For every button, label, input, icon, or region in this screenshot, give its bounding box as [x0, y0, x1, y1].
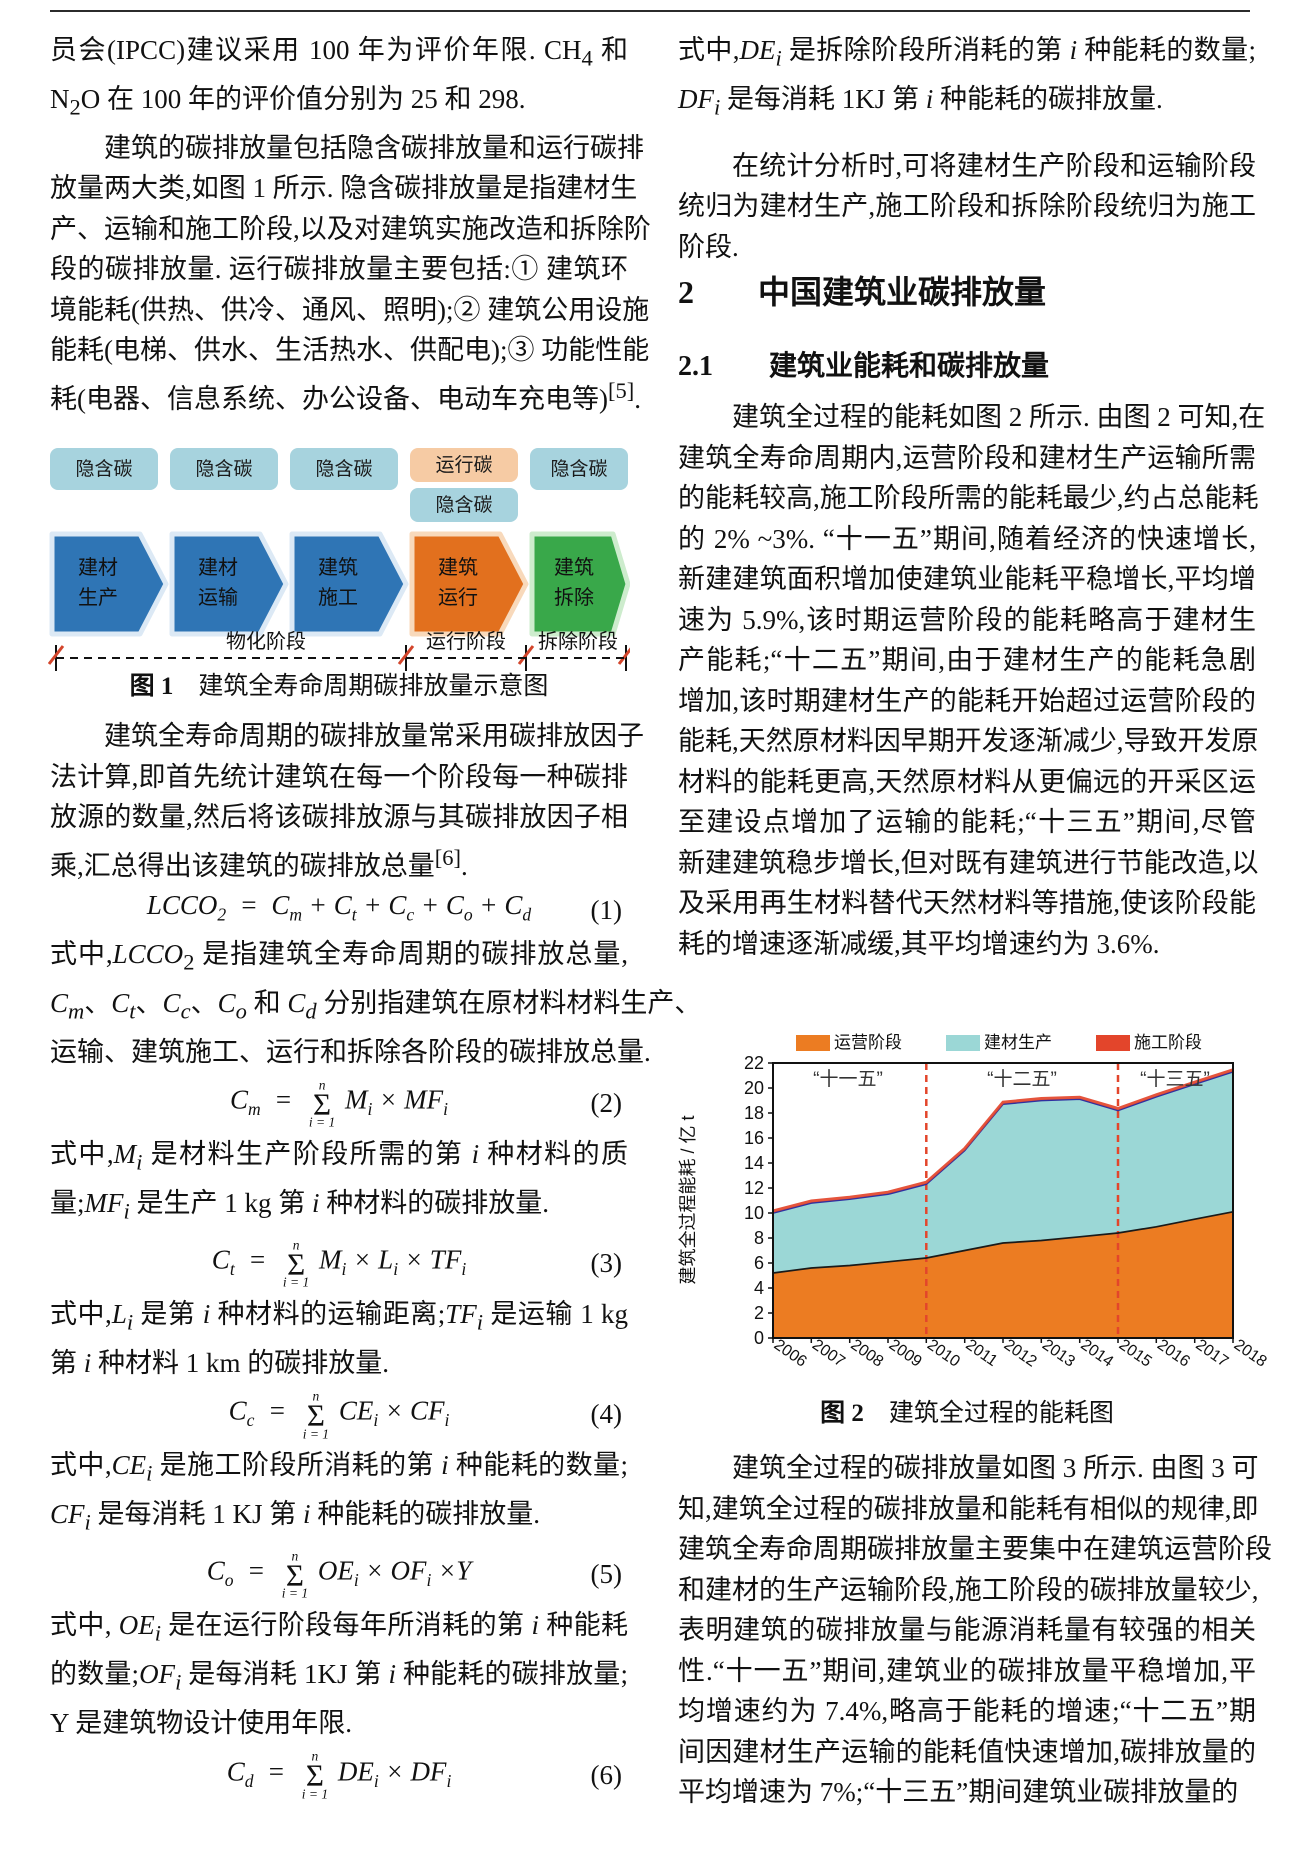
- svg-text:运行: 运行: [438, 586, 478, 609]
- svg-text:运输: 运输: [198, 586, 238, 609]
- svg-text:隐含碳: 隐含碳: [315, 458, 372, 480]
- svg-text:拆除阶段: 拆除阶段: [538, 630, 618, 653]
- svg-text:16: 16: [744, 1128, 764, 1148]
- svg-text:2007: 2007: [809, 1336, 848, 1370]
- svg-text:运行阶段: 运行阶段: [426, 630, 506, 653]
- svg-text:施工阶段: 施工阶段: [1134, 1033, 1202, 1052]
- svg-text:22: 22: [744, 1053, 764, 1073]
- svg-text:“十三五”: “十三五”: [1140, 1068, 1210, 1090]
- svg-text:20: 20: [744, 1078, 764, 1098]
- svg-text:2006: 2006: [771, 1336, 810, 1370]
- svg-text:2009: 2009: [886, 1336, 925, 1370]
- svg-text:建筑: 建筑: [438, 556, 478, 579]
- svg-text:运行碳: 运行碳: [435, 454, 492, 476]
- svg-text:2008: 2008: [847, 1336, 886, 1370]
- svg-text:建材: 建材: [78, 556, 118, 579]
- svg-text:“十一五”: “十一五”: [813, 1068, 883, 1090]
- svg-text:建筑全过程能耗 / 亿 t: 建筑全过程能耗 / 亿 t: [678, 1115, 698, 1284]
- svg-text:2: 2: [754, 1303, 764, 1323]
- svg-text:2017: 2017: [1192, 1336, 1231, 1370]
- svg-text:18: 18: [744, 1103, 764, 1123]
- svg-text:物化阶段: 物化阶段: [226, 630, 306, 653]
- svg-text:运营阶段: 运营阶段: [834, 1033, 902, 1052]
- svg-text:生产: 生产: [78, 586, 118, 609]
- svg-text:拆除: 拆除: [554, 586, 594, 609]
- svg-text:隐含碳: 隐含碳: [435, 494, 492, 516]
- svg-text:14: 14: [744, 1153, 764, 1173]
- svg-text:隐含碳: 隐含碳: [75, 458, 132, 480]
- svg-text:12: 12: [744, 1178, 764, 1198]
- svg-text:建筑: 建筑: [318, 556, 358, 579]
- svg-text:图 1 建筑全寿命周期碳排放量示意图: 图 1 建筑全寿命周期碳排放量示意图: [130, 672, 549, 700]
- svg-text:建筑: 建筑: [554, 556, 594, 579]
- svg-text:2018: 2018: [1231, 1336, 1270, 1370]
- svg-text:2010: 2010: [924, 1336, 963, 1370]
- svg-text:10: 10: [744, 1203, 764, 1223]
- svg-text:8: 8: [754, 1228, 764, 1248]
- svg-text:“十二五”: “十二五”: [987, 1068, 1057, 1090]
- svg-text:2012: 2012: [1001, 1336, 1040, 1370]
- svg-text:建材生产: 建材生产: [984, 1033, 1052, 1052]
- svg-text:2016: 2016: [1154, 1336, 1193, 1370]
- svg-text:2011: 2011: [962, 1336, 1000, 1370]
- svg-text:图 2 建筑全过程的能耗图: 图 2 建筑全过程的能耗图: [820, 1399, 1114, 1427]
- svg-text:6: 6: [754, 1253, 764, 1273]
- svg-text:2014: 2014: [1077, 1336, 1116, 1370]
- svg-text:隐含碳: 隐含碳: [550, 458, 607, 480]
- svg-text:建材: 建材: [198, 556, 238, 579]
- svg-text:2013: 2013: [1039, 1336, 1078, 1370]
- svg-text:隐含碳: 隐含碳: [195, 458, 252, 480]
- svg-text:4: 4: [754, 1278, 764, 1298]
- svg-text:2015: 2015: [1116, 1336, 1155, 1370]
- svg-text:施工: 施工: [318, 586, 358, 609]
- svg-text:0: 0: [754, 1328, 764, 1348]
